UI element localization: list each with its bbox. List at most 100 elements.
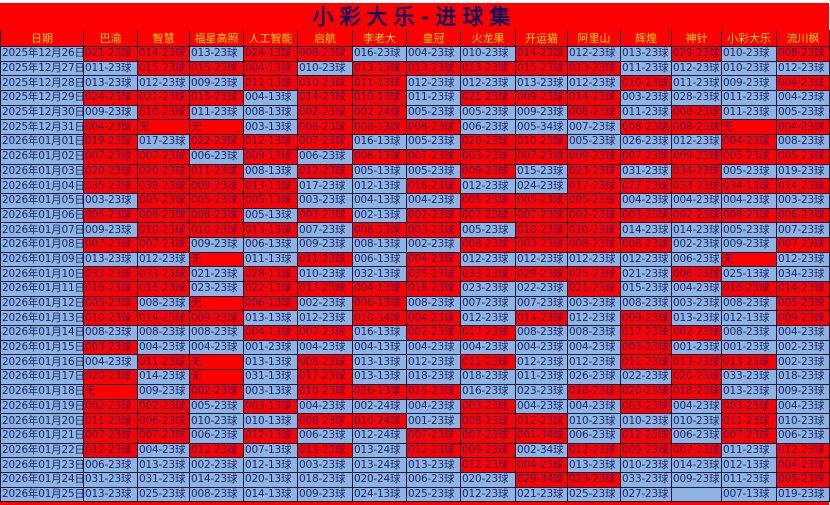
goal-cell[interactable]: 010-23球 [83, 310, 138, 327]
goal-cell[interactable]: 013-23球 [567, 60, 621, 77]
goal-cell[interactable]: 015-23球 [189, 60, 244, 77]
goal-cell[interactable]: 005-23球 [83, 295, 138, 312]
goal-cell[interactable]: 012-23球 [567, 442, 621, 459]
goal-cell[interactable]: 005-23球 [776, 471, 830, 488]
goal-cell[interactable]: 013-24球 [352, 457, 407, 473]
goal-cell[interactable]: 008-23球 [406, 119, 461, 136]
goal-cell[interactable]: 013-23球 [460, 60, 516, 77]
goal-cell[interactable]: 009-23球 [297, 486, 353, 503]
goal-cell[interactable]: 007-23球 [297, 325, 353, 341]
goal-cell[interactable]: 017-23球 [567, 178, 621, 194]
goal-cell[interactable]: 013-23球 [721, 354, 777, 371]
goal-cell[interactable]: 015-23球 [620, 281, 672, 297]
goal-cell[interactable]: 008-23球 [189, 325, 244, 341]
goal-cell[interactable]: 003-23球 [620, 90, 672, 106]
column-header[interactable]: 小彩大乐 [721, 30, 777, 47]
goal-cell[interactable]: 010-23球 [721, 46, 777, 62]
goal-cell[interactable]: 012-23球 [515, 354, 568, 371]
date-cell[interactable]: 2026年01月21日 [0, 427, 84, 444]
goal-cell[interactable]: 003-23球 [776, 192, 830, 209]
goal-cell[interactable]: 007-23球 [776, 236, 830, 253]
goal-cell[interactable]: 015-23球 [406, 383, 461, 400]
goal-cell[interactable]: 008-23球 [297, 46, 353, 62]
goal-cell[interactable]: 004-23球 [297, 339, 353, 356]
goal-cell[interactable]: 024-13球 [243, 46, 298, 62]
goal-cell[interactable]: 021-23球 [515, 486, 568, 503]
goal-cell[interactable]: 013-23球 [515, 75, 568, 92]
goal-cell[interactable]: 004-23球 [137, 339, 190, 356]
goal-cell[interactable]: 007-23球 [515, 207, 568, 224]
goal-cell[interactable]: 010-23球 [515, 134, 568, 150]
goal-cell[interactable]: 010-23球 [297, 383, 353, 400]
goal-cell[interactable]: 011-23球 [460, 354, 516, 371]
goal-cell[interactable]: 013-23球 [671, 310, 722, 327]
goal-cell[interactable]: 004-13球 [243, 90, 298, 106]
goal-cell[interactable]: 022-13球 [243, 281, 298, 297]
goal-cell[interactable]: 010-23球 [297, 60, 353, 77]
goal-cell[interactable]: 006-23球 [189, 427, 244, 444]
column-header[interactable]: 火龙果 [460, 30, 516, 47]
goal-cell[interactable]: 005-23球 [776, 104, 830, 121]
date-cell[interactable]: 2026年01月17日 [0, 369, 84, 385]
goal-cell[interactable]: 005-23球 [406, 104, 461, 121]
goal-cell[interactable]: 016-23球 [352, 46, 407, 62]
goal-cell[interactable]: 004-23球 [776, 398, 830, 415]
goal-cell[interactable]: 017-23球 [620, 325, 672, 341]
goal-cell[interactable]: 004-13球 [352, 339, 407, 356]
goal-cell[interactable]: 012-23球 [406, 442, 461, 459]
goal-cell[interactable]: 007-23球 [721, 427, 777, 444]
goal-cell[interactable]: 008-23球 [297, 354, 353, 371]
goal-cell[interactable]: 012-23球 [671, 134, 722, 150]
goal-cell[interactable]: 010-23球 [137, 222, 190, 238]
goal-cell[interactable]: 012-23球 [83, 442, 138, 459]
goal-cell[interactable]: 013-23球 [83, 75, 138, 92]
goal-cell[interactable]: 008-23球 [297, 413, 353, 429]
goal-cell[interactable]: 014-23球 [137, 46, 190, 62]
date-cell[interactable]: 2025年12月26日 [0, 46, 84, 62]
goal-cell[interactable]: 008-23球 [776, 134, 830, 150]
goal-cell[interactable]: 008-23球 [721, 295, 777, 312]
goal-cell[interactable]: 016-23球 [83, 281, 138, 297]
goal-cell[interactable]: 010-23球 [515, 222, 568, 238]
goal-cell[interactable]: 008-23球 [671, 104, 722, 121]
goal-cell[interactable]: 008-23球 [620, 295, 672, 312]
goal-cell[interactable]: 005-23球 [567, 134, 621, 150]
date-cell[interactable]: 2026年01月19日 [0, 398, 84, 415]
goal-cell[interactable]: 006-23球 [297, 427, 353, 444]
goal-cell[interactable]: 020-13球 [243, 471, 298, 488]
goal-cell[interactable]: 006-23球 [297, 148, 353, 165]
goal-cell[interactable]: 006-23球 [406, 471, 461, 488]
goal-cell[interactable]: 033-23球 [137, 266, 190, 282]
goal-cell[interactable]: 010-23球 [671, 413, 722, 429]
goal-cell[interactable]: 003-13球 [243, 119, 298, 136]
goal-cell[interactable]: 008-23球 [189, 207, 244, 224]
goal-cell[interactable]: 004-23球 [671, 192, 722, 209]
goal-cell[interactable]: 002-23球 [776, 354, 830, 371]
goal-cell[interactable]: 013-13球 [243, 354, 298, 371]
goal-cell[interactable]: 012-23球 [620, 251, 672, 268]
goal-cell[interactable]: 004-23球 [406, 251, 461, 268]
goal-cell[interactable]: 010-23球 [620, 457, 672, 473]
column-header[interactable]: 辉煌 [620, 30, 672, 47]
goal-cell[interactable]: 005-13球 [243, 207, 298, 224]
goal-cell[interactable]: 014-23球 [515, 46, 568, 62]
goal-cell[interactable]: 031-23球 [83, 471, 138, 488]
goal-cell[interactable]: 012-13球 [243, 457, 298, 473]
goal-cell[interactable]: 020-23球 [83, 163, 138, 180]
date-cell[interactable]: 2026年01月15日 [0, 339, 84, 356]
goal-cell[interactable]: 004-23球 [776, 75, 830, 92]
goal-cell[interactable]: 013-13球 [352, 369, 407, 385]
goal-cell[interactable]: 009-23球 [515, 90, 568, 106]
goal-cell[interactable]: 009-23球 [671, 471, 722, 488]
goal-cell[interactable]: 004-23球 [406, 192, 461, 209]
goal-cell[interactable]: 011-23球 [671, 75, 722, 92]
goal-cell[interactable]: 009-23球 [83, 104, 138, 121]
goal-cell[interactable]: 004-23球 [406, 339, 461, 356]
goal-cell[interactable]: 008-23球 [189, 486, 244, 503]
goal-cell[interactable]: 008-23球 [671, 119, 722, 136]
goal-cell[interactable]: 011-23球 [137, 354, 190, 371]
goal-cell[interactable]: 013-13球 [352, 60, 407, 77]
goal-cell[interactable]: 006-13球 [352, 295, 407, 312]
goal-cell[interactable]: 001-23球 [671, 339, 722, 356]
goal-cell[interactable]: 005-23球 [776, 295, 830, 312]
